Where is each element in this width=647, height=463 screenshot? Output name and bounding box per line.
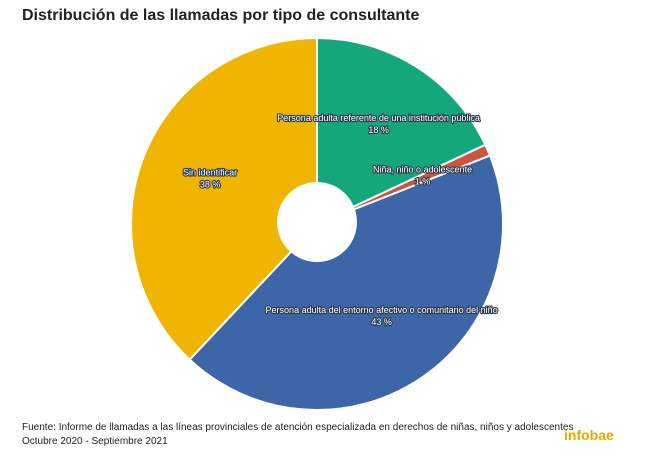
slice: [188, 154, 504, 411]
source: Octubre 2020 - Septiembre 2021: [22, 436, 168, 447]
slice-value-label: 43 %: [371, 317, 392, 327]
slice-value-label: 38 %: [200, 180, 221, 190]
slice-label: Persona adulta del entorno afectivo o co…: [266, 305, 498, 315]
slice: [316, 36, 487, 226]
source: Fuente: Informe de llamadas a las líneas…: [22, 422, 573, 433]
slice-value-label: 1 %: [415, 176, 431, 186]
slice-value-label: 18 %: [368, 125, 389, 135]
chart-title: Distribución de las llamadas por tipo de…: [22, 7, 420, 24]
logo: infobae: [564, 427, 614, 443]
slice-label: Persona adulta referente de una instituc…: [277, 113, 480, 123]
slice: [130, 36, 318, 362]
donut-hole: [277, 182, 357, 262]
slice-label: Sin identificar: [183, 168, 237, 178]
slice-label: Niña, niño o adolescente: [373, 164, 472, 174]
